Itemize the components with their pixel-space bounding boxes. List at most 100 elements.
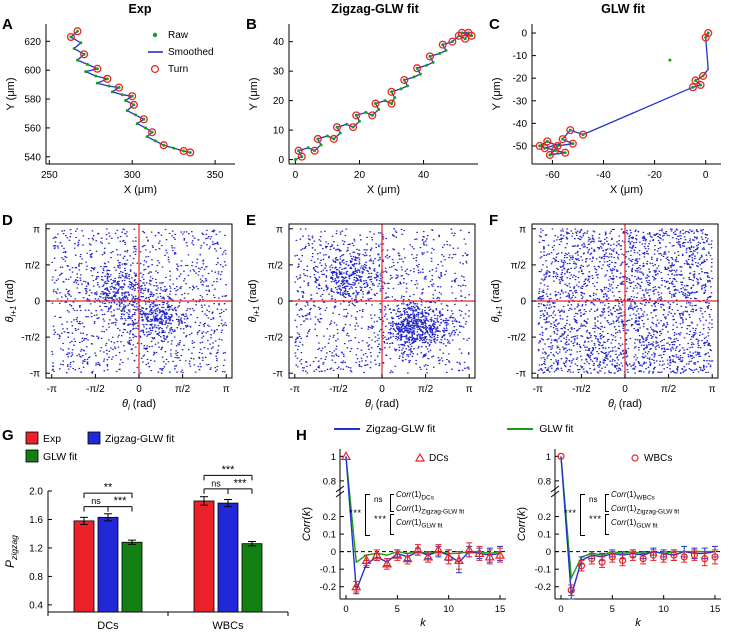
legend-label: GLW fit [539, 423, 574, 435]
corr-term: Corr(1)GLW fit [396, 518, 443, 530]
chart-element [332, 137, 336, 141]
tick-label: -π [47, 384, 57, 395]
chart-element [688, 83, 697, 92]
chart-element [371, 99, 380, 108]
chart-element [383, 99, 387, 103]
bars [73, 496, 263, 613]
tick-label: -50 [513, 141, 528, 152]
chart-element: i+1 [252, 306, 261, 317]
tick-label: -π/2 [264, 333, 283, 344]
outer-bracket [580, 494, 585, 536]
chart-element [464, 544, 475, 554]
chart-element [145, 135, 149, 139]
chart-element [335, 485, 345, 493]
chart-element [704, 36, 708, 40]
chart-element [354, 113, 358, 117]
chart-element [87, 431, 101, 445]
panel-label-G: G [2, 427, 14, 444]
chart-element [412, 75, 416, 79]
chart-element [76, 29, 79, 33]
tick-label: -20 [513, 74, 528, 85]
chart-element [543, 146, 547, 150]
chart-element: i [614, 403, 616, 412]
chart-element [364, 110, 368, 114]
chart-element [150, 130, 154, 134]
chart-element [72, 47, 76, 51]
chart-element [152, 32, 158, 38]
chart-element [412, 544, 423, 554]
tick-label: 2.0 [29, 487, 43, 498]
chart-element [680, 553, 688, 561]
inner-significance-stars: *** [589, 514, 602, 525]
scatter-points [537, 228, 714, 374]
tick-label: π [466, 384, 473, 395]
experimental-data-series [340, 451, 506, 593]
chart-element: Corr [301, 518, 313, 541]
chart-element [319, 143, 323, 147]
y-axis-label: θi+1 (rad) [247, 279, 261, 322]
tick-label: 0.1 [323, 530, 336, 541]
tick-label: 0.2 [323, 512, 336, 523]
chart-element [711, 553, 719, 561]
chart-element [567, 586, 575, 594]
chart-element [660, 553, 668, 561]
chart-element [150, 64, 160, 74]
chart-element [588, 555, 596, 563]
chart-element [325, 134, 329, 138]
chart-element [377, 107, 381, 111]
chart-element [545, 150, 554, 160]
chart-element [368, 111, 377, 120]
chart-element [581, 133, 585, 137]
significance-label: ** [104, 482, 113, 494]
tick-label: 0.4 [29, 600, 43, 611]
chart-element [550, 146, 560, 155]
outer-bracket [365, 494, 370, 536]
chart-element: i+1 [495, 306, 504, 317]
tick-label: -π/2 [572, 384, 591, 395]
tick-label: 0 [521, 29, 527, 40]
tick-label: 0 [277, 297, 283, 308]
category-label: WBCs [212, 620, 244, 632]
legend-item: GLW fit [507, 423, 573, 435]
chart-element [352, 111, 361, 120]
chart-element [448, 37, 457, 46]
legend-item: Zigzag-GLW fit [334, 423, 435, 435]
tick-label: 0.1 [538, 530, 551, 541]
scatter-points [51, 228, 228, 374]
corr-term: Corr(1)Zigzag-GLW fit [396, 504, 465, 516]
legend-label: Turn [168, 64, 188, 75]
tick-label: π/2 [418, 384, 434, 395]
tick-label: -π/2 [507, 333, 526, 344]
significance-label: *** [114, 495, 128, 507]
significance-label: ns [91, 496, 101, 506]
chart-element [701, 555, 709, 563]
ns-label: ns [589, 495, 598, 504]
axes: 1 0.8 0.2 0.1 0 -0.1 -0.2 0 5 10 15 [535, 449, 721, 615]
chart-element [390, 102, 394, 106]
tick-label: 350 [207, 170, 224, 181]
axes: -π -π -π/2 -π/2 0 0 π/2 π/2 π π [264, 224, 472, 395]
corr1-annotation-dcs: *** ns *** Corr(1)DCs Corr(1)Zigzag-GLW fit C… [349, 490, 509, 540]
tick-label: π [223, 384, 230, 395]
chart-element [172, 146, 176, 150]
panel-label-B: B [246, 16, 257, 33]
chart-element [85, 62, 89, 66]
legend-label: Zigzag-GLW fit [105, 433, 174, 445]
panel-label-E: E [246, 212, 257, 229]
chart-element [399, 87, 403, 91]
y-axis-label: Pzigzag [3, 535, 19, 568]
bar-legend: Exp Zigzag-GLW fit GLW fit [25, 431, 174, 463]
panel-G-bar-chart: Exp Zigzag-GLW fit GLW fit 0.4 0.8 1.2 1.6 2.0 P… [3, 431, 289, 632]
tick-label: -10 [513, 51, 528, 62]
chart-element: (rad) [4, 279, 16, 305]
chart-element [182, 149, 186, 153]
chart-element: k [635, 617, 641, 629]
chart-element: Y (μm) [491, 77, 503, 110]
chart-element [345, 456, 501, 591]
tick-label: -40 [513, 119, 528, 130]
bar-GLW fit [121, 541, 143, 613]
chart-element [438, 51, 442, 55]
chart-element [76, 58, 79, 62]
chart-element [82, 52, 86, 56]
